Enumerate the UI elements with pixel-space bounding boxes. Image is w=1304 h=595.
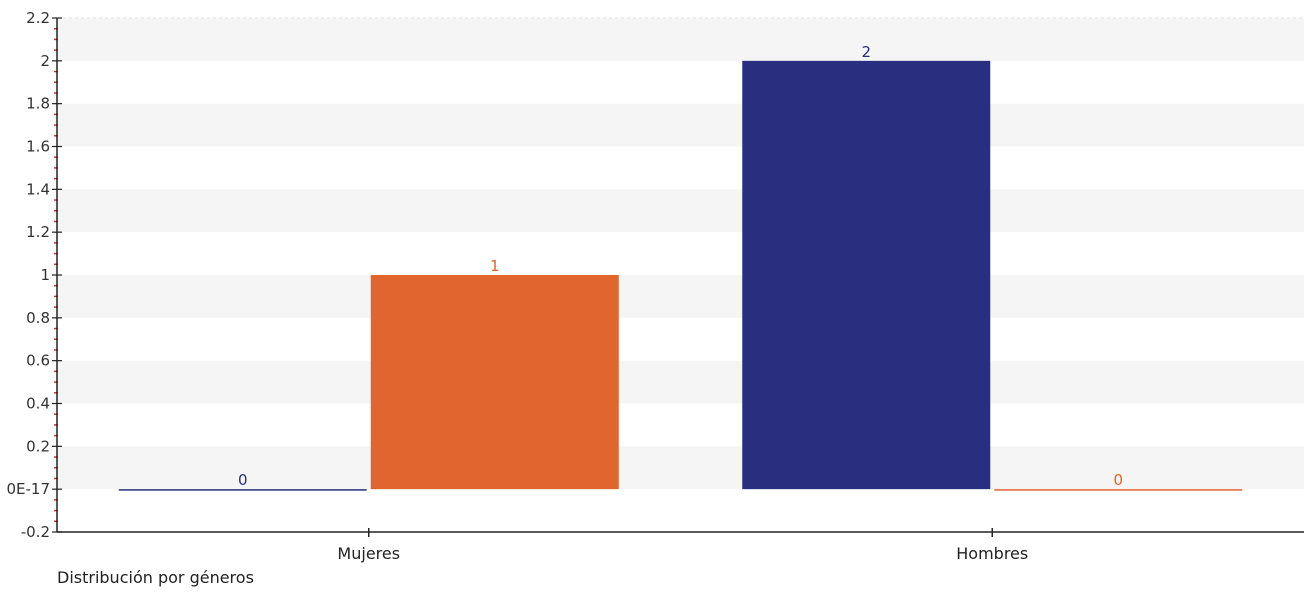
bar-data-label: 0: [1113, 471, 1123, 489]
x-axis-labels: Mujeres Hombres: [337, 528, 1028, 563]
x-tick-label: Hombres: [956, 544, 1028, 563]
y-tick-label: 2: [40, 52, 50, 70]
grid-bands: [57, 17, 1304, 490]
bar: [994, 489, 1243, 491]
y-axis-ticks: -0.2 0E-17 0.2 0.4 0.6 0.8 1 1.2 1.4 1.6 1.8 2 2.2: [6, 9, 62, 541]
bars: 0 1 2 0: [118, 43, 1243, 491]
y-tick-label: -0.2: [21, 523, 50, 541]
grid-band: [57, 275, 1304, 318]
bar: [118, 489, 367, 491]
bar-data-label: 1: [490, 257, 500, 275]
y-tick-label: 0E-17: [6, 480, 50, 498]
bar-data-label: 2: [861, 43, 871, 61]
chart-title: Distribución por géneros: [57, 568, 254, 587]
y-tick-label: 2.2: [26, 9, 50, 27]
y-tick-label: 1.2: [26, 223, 50, 241]
y-tick-label: 1.8: [26, 95, 50, 113]
grid-band: [57, 360, 1304, 404]
grid-band: [57, 103, 1304, 147]
y-tick-label: 0.8: [26, 309, 50, 327]
y-tick-label: 0.4: [26, 395, 50, 413]
y-tick-label: 0.2: [26, 437, 50, 455]
y-tick-label: 1.4: [26, 180, 50, 198]
y-tick-label: 0.6: [26, 352, 50, 370]
bar: [742, 60, 991, 490]
grid-band: [57, 18, 1304, 61]
bar: [370, 275, 619, 490]
grid-band: [57, 446, 1304, 490]
bar-data-label: 0: [238, 471, 248, 489]
y-tick-label: 1.6: [26, 138, 50, 156]
y-tick-label: 1: [40, 266, 50, 284]
x-tick-label: Mujeres: [337, 544, 400, 563]
grid-band: [57, 189, 1304, 233]
